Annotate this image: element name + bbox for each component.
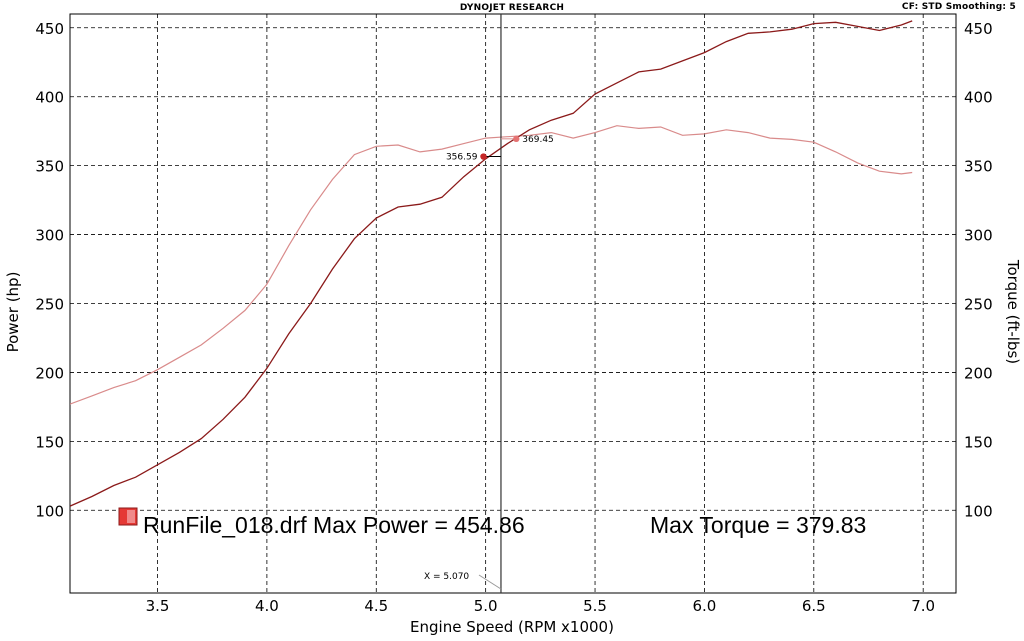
x-axis-ticks: 3.5 4.0 4.5 5.0 5.5 6.0 6.5 7.0 bbox=[146, 597, 936, 615]
y-right-tick-label: 250 bbox=[964, 296, 993, 314]
torque-series-line bbox=[70, 125, 913, 405]
y-right-tick-label: 400 bbox=[964, 89, 993, 107]
legend-max-torque: Max Torque = 379.83 bbox=[650, 512, 866, 538]
x-tick-label: 6.0 bbox=[692, 597, 716, 615]
x-tick-label: 7.0 bbox=[911, 597, 935, 615]
x-tick-label: 5.0 bbox=[474, 597, 498, 615]
y-right-tick-label: 450 bbox=[964, 20, 993, 38]
power-marker[interactable] bbox=[480, 153, 487, 160]
torque-marker[interactable] bbox=[513, 135, 520, 143]
chart-header-title: DYNOJET RESEARCH bbox=[459, 3, 565, 13]
y-right-tick-label: 200 bbox=[964, 364, 993, 382]
x-tick-label: 6.5 bbox=[802, 597, 826, 615]
grid-lines bbox=[70, 14, 956, 593]
power-readout-label: 356.59 bbox=[446, 153, 478, 163]
x-tick-label: 4.0 bbox=[255, 597, 279, 615]
y-axis-right-ticks: 100 150 200 250 300 350 400 450 bbox=[964, 20, 993, 520]
y-left-tick-label: 450 bbox=[35, 20, 64, 38]
x-tick-label: 3.5 bbox=[146, 597, 170, 615]
y-right-tick-label: 150 bbox=[964, 433, 993, 451]
settings-readout: CF: STD Smoothing: 5 bbox=[901, 2, 1016, 12]
legend-max-power: RunFile_018.drf Max Power = 454.86 bbox=[143, 512, 525, 538]
y-axis-right-label: Torque (ft-lbs) bbox=[1004, 259, 1022, 364]
y-left-tick-label: 100 bbox=[35, 502, 64, 520]
y-left-tick-label: 250 bbox=[35, 296, 64, 314]
x-tick-label: 4.5 bbox=[364, 597, 388, 615]
y-right-tick-label: 300 bbox=[964, 227, 993, 245]
y-left-tick-label: 200 bbox=[35, 364, 64, 382]
cursor-x-readout: X = 5.070 bbox=[424, 572, 469, 582]
power-series-line bbox=[70, 20, 913, 507]
y-right-tick-label: 350 bbox=[964, 158, 993, 176]
x-axis-label: Engine Speed (RPM x1000) bbox=[410, 618, 614, 636]
y-axis-left-label: Power (hp) bbox=[4, 272, 22, 353]
y-right-tick-label: 100 bbox=[964, 502, 993, 520]
y-left-tick-label: 400 bbox=[35, 89, 64, 107]
y-left-tick-label: 300 bbox=[35, 227, 64, 245]
legend-swatch-highlight bbox=[127, 510, 135, 523]
x-tick-label: 5.5 bbox=[583, 597, 607, 615]
y-left-tick-label: 350 bbox=[35, 158, 64, 176]
torque-readout-label: 369.45 bbox=[522, 135, 554, 145]
y-axis-left-ticks: 100 150 200 250 300 350 400 450 bbox=[35, 20, 64, 520]
y-left-tick-label: 150 bbox=[35, 433, 64, 451]
cursor-diagonal bbox=[478, 574, 502, 590]
